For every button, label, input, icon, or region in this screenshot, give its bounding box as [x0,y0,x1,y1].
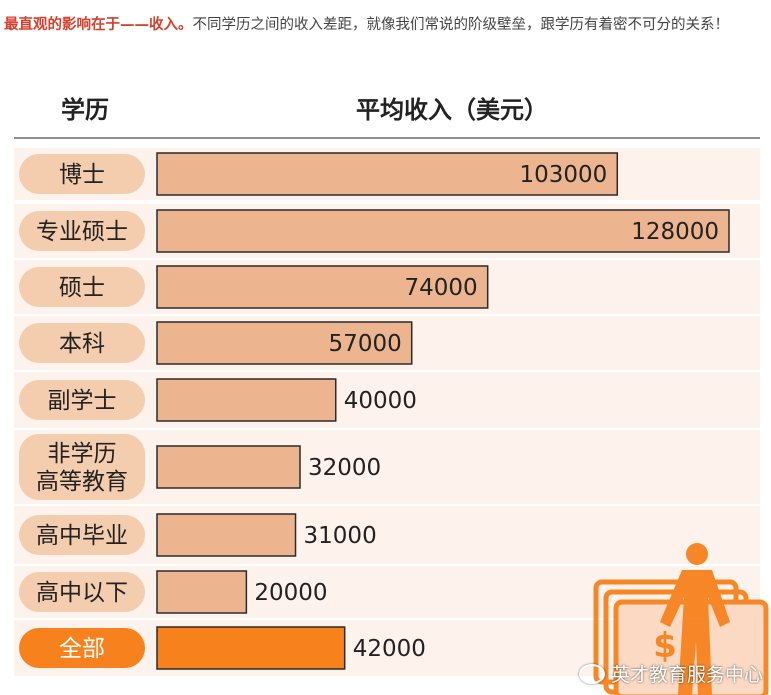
bar [156,513,297,557]
header-category: 学历 [61,96,109,124]
value-label: 31000 [304,523,377,549]
watermark-text: 英才教育服务中心 [610,664,763,686]
category-pill [19,267,145,307]
bar [156,152,619,196]
svg-text:$: $ [653,626,677,666]
category-label: 非学历高等教育 [36,441,128,495]
bar-row: 硕士 74000 [14,260,760,314]
value-label: 57000 [329,331,402,357]
bar-row: 专业硕士 128000 [14,204,760,258]
bar [156,570,248,614]
bar [156,209,730,253]
bar-chart-svg: 学历 平均收入（美元） 博士 103000 专业硕士 128000 硕士 74000 本科 5… [14,96,769,695]
value-label: 40000 [344,388,417,414]
bar [156,265,489,309]
category-pill [19,572,145,612]
category-pill [19,154,145,194]
intro-lead: 最直观的影响在于——收入。 [4,17,193,33]
bar [156,378,337,422]
bar-row: 副学士 40000 [14,372,760,428]
value-label: 103000 [519,162,607,188]
category-label: 博士 [59,162,105,188]
bar [156,626,346,670]
intro-text: 不同学历之间的收入差距，就像我们常说的阶级壁垒，跟学历有着密不可分的关系！ [192,17,730,33]
income-chart: 学历 平均收入（美元） 博士 103000 专业硕士 128000 硕士 74000 本科 5… [0,82,771,695]
category-pill [19,515,145,555]
category-pill [19,628,145,668]
category-pill [19,380,145,420]
wechat-icon [578,663,605,684]
bar [156,445,301,489]
value-label: 74000 [405,275,478,301]
category-pill [19,434,145,500]
category-pill [19,323,145,363]
category-label: 硕士 [59,275,105,301]
bar [156,321,413,365]
value-label: 42000 [353,636,426,662]
category-label: 专业硕士 [36,219,128,245]
value-label: 128000 [631,219,719,245]
intro-paragraph: 最直观的影响在于——收入。不同学历之间的收入差距，就像我们常说的阶级壁垒，跟学历… [4,14,766,37]
watermark: 英才教育服务中心 [578,660,763,687]
person-money-icon: $ [593,543,769,695]
bar-row: 本科 57000 [14,316,760,370]
category-pill [19,211,145,251]
category-label: 高中毕业 [36,523,128,549]
category-label: 本科 [59,331,105,357]
category-label: 全部 [59,636,105,662]
category-label: 高中以下 [36,580,128,606]
header-value: 平均收入（美元） [356,96,548,124]
bar-row: 博士 103000 [14,148,760,200]
bar-row: 非学历高等教育 32000 [14,430,760,504]
bar-row: 高中毕业 31000 [14,506,760,564]
value-label: 32000 [308,455,381,481]
value-label: 20000 [254,580,327,606]
category-label: 副学士 [48,388,117,414]
